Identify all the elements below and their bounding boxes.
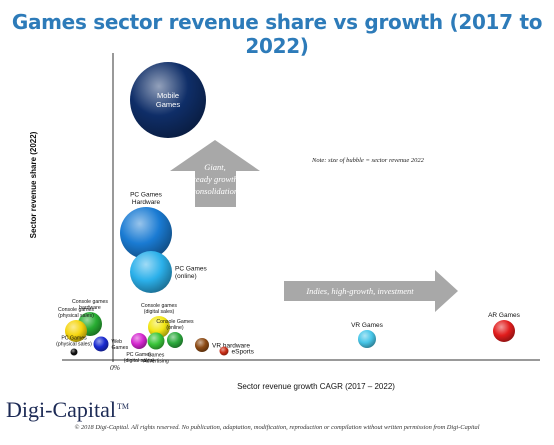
up-arrow: Giant, steady growth, consolidation	[170, 140, 260, 207]
bubble-mark-pc-games-online	[130, 251, 172, 293]
bubble-mark-pc-games-digital-sales	[131, 333, 147, 349]
bubble-label-ar-games-1: AR Games	[488, 312, 521, 319]
bubble-ar-games: AR Games	[488, 312, 521, 342]
bubble-label-pc-games-online-2: (online)	[175, 273, 197, 280]
x-axis-label: Sector revenue growth CAGR (2017 – 2022)	[237, 382, 395, 391]
bubble-label-pc-games-hardware-2: Hardware	[132, 199, 161, 206]
bubble-mark-pc-games-physical-sales	[70, 348, 78, 356]
bubble-mark-vr-hardware	[195, 338, 209, 352]
chart-axes	[62, 53, 540, 362]
up-arrow-line-1: Giant,	[204, 162, 226, 172]
logo-text: Digi-Capital	[6, 397, 116, 422]
bubble-mark-console-games-digital-sales	[148, 316, 170, 338]
up-arrow-line-2: steady growth,	[190, 174, 240, 184]
bubble-label-vr-hardware-1: VR hardware	[212, 342, 250, 349]
bubble-label-console-games-digital-sales-1: Console games	[141, 303, 177, 309]
bubble-label-vr-games-1: VR Games	[351, 322, 384, 329]
bubble-label-pc-games-hardware-1: PC Games	[130, 192, 163, 199]
bubble-mark-console-games-online	[167, 332, 183, 348]
bubble-mark-games-advertising	[147, 332, 165, 350]
bubble-mark-esports	[219, 346, 229, 356]
up-arrow-shape	[170, 140, 260, 207]
bubble-label-console-games-hardware-2: hardware	[79, 305, 101, 311]
bubble-label-pc-games-digital-sales-2: (digital sales)	[124, 358, 155, 364]
bubble-mark-console-games-physical-sales	[65, 320, 87, 342]
bubble-esports: eSports	[219, 346, 255, 356]
bubble-console-games-digital-sales: Console games(digital sales)	[141, 303, 177, 338]
copyright-notice: © 2018 Digi-Capital. All rights reserved…	[74, 424, 480, 431]
digi-capital-logo: Digi-CapitalTM	[6, 397, 129, 423]
bubble-label-console-games-hardware-1: Console games	[72, 299, 108, 305]
bubble-size-note: Note: size of bubble = sector revenue 20…	[311, 157, 425, 164]
bubble-label-mobile-games-2: Games	[156, 100, 180, 109]
bubble-mark-mobile-games	[130, 62, 206, 138]
bubble-label-pc-games-physical-sales-2: (physical sales)	[56, 342, 92, 348]
bubble-label-games-advertising-1: Games	[148, 353, 165, 359]
bubble-vr-games: VR Games	[351, 322, 384, 348]
bubble-label-esports-1: eSports	[232, 348, 255, 355]
logo-trademark: TM	[116, 401, 129, 411]
bubble-mark-vr-games	[358, 330, 376, 348]
bubble-vr-hardware: VR hardware	[195, 338, 250, 352]
bubble-mark-web-games	[93, 336, 109, 352]
right-arrow: Indies, high-growth, investment	[284, 270, 458, 312]
bubble-label-mobile-games-1: Mobile	[157, 91, 179, 100]
bubble-console-games-physical-sales: Console games(physical sales)	[58, 307, 94, 342]
bubble-label-pc-games-digital-sales-1: PC Games	[126, 352, 152, 358]
bubble-label-console-games-online-2: (online)	[166, 325, 184, 331]
bubble-pc-games-digital-sales: PC Games(digital sales)	[124, 333, 155, 364]
bubble-pc-games-physical-sales: PC Games(physical sales)	[56, 336, 92, 356]
bubble-label-console-games-physical-sales-1: Console games	[58, 307, 94, 313]
up-arrow-line-3: consolidation	[192, 186, 238, 196]
bubble-label-console-games-digital-sales-2: (digital sales)	[144, 309, 175, 315]
bubble-label-web-games-2: Games	[112, 345, 129, 351]
bubble-label-pc-games-online-1: PC Games	[175, 266, 208, 273]
bubble-label-console-games-physical-sales-2: (physical sales)	[58, 313, 94, 319]
bubble-pc-games-online: PC Games(online)	[130, 251, 208, 293]
bubble-label-console-games-online-1: Console Games	[156, 319, 194, 325]
bubble-console-games-online: Console Games(online)	[156, 319, 194, 348]
zero-label: 0%	[110, 363, 120, 372]
y-axis-label: Sector revenue share (2022)	[29, 131, 38, 238]
bubble-label-pc-games-physical-sales-1: PC Games	[61, 336, 87, 342]
bubble-label-games-advertising-2: Advertising	[143, 359, 169, 365]
chart-title: Games sector revenue share vs growth (20…	[11, 10, 543, 58]
bubble-label-web-games-1: Web	[112, 339, 123, 345]
bubble-mark-pc-games-hardware	[120, 207, 172, 259]
right-arrow-text: Indies, high-growth, investment	[305, 286, 414, 296]
bubble-mark-ar-games	[493, 320, 515, 342]
right-arrow-shape	[284, 270, 458, 312]
